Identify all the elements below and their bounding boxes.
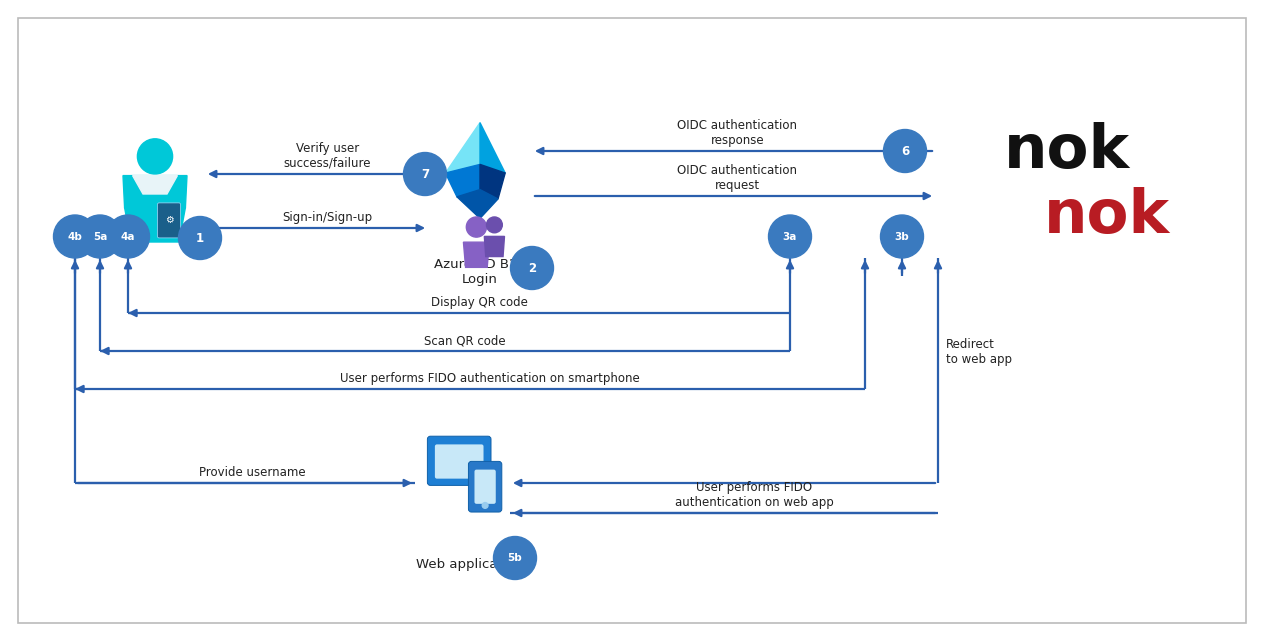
FancyBboxPatch shape [469,462,502,512]
Text: 4b: 4b [67,231,82,242]
Circle shape [78,215,121,258]
Text: User performs FIDO
authentication on web app: User performs FIDO authentication on web… [675,481,833,509]
Circle shape [769,215,811,258]
Polygon shape [445,164,480,197]
Text: Azure AD B2C
Login: Azure AD B2C Login [434,258,526,286]
Text: 6: 6 [901,144,909,158]
Polygon shape [445,122,480,173]
FancyBboxPatch shape [158,203,181,238]
Text: 3a: 3a [782,231,798,242]
Polygon shape [464,242,489,267]
Circle shape [178,217,221,260]
Text: 5b: 5b [508,553,522,563]
Polygon shape [480,122,506,173]
Polygon shape [123,176,187,208]
Polygon shape [484,237,504,256]
Circle shape [487,217,502,233]
Text: Web application: Web application [416,558,523,571]
Circle shape [138,139,173,174]
Circle shape [884,129,927,172]
FancyBboxPatch shape [427,436,490,485]
Text: Provide username: Provide username [200,466,306,479]
FancyBboxPatch shape [474,470,495,504]
Text: OIDC authentication
request: OIDC authentication request [678,164,798,192]
FancyBboxPatch shape [435,444,484,479]
Polygon shape [133,176,177,194]
Text: Display QR code: Display QR code [431,296,527,309]
Text: nok: nok [1004,122,1130,181]
Text: Verify user
success/failure: Verify user success/failure [283,142,372,170]
Text: OIDC authentication
response: OIDC authentication response [678,119,798,147]
Circle shape [483,503,488,508]
Text: Sign-in/Sign-up: Sign-in/Sign-up [282,211,373,224]
Text: 2: 2 [528,262,536,274]
Circle shape [403,153,446,196]
Circle shape [881,215,924,258]
Circle shape [53,215,96,258]
Text: ⚙: ⚙ [164,215,173,226]
Text: Redirect
to web app: Redirect to web app [945,338,1012,365]
Polygon shape [480,164,506,199]
Text: 7: 7 [421,167,428,181]
Text: User performs FIDO authentication on smartphone: User performs FIDO authentication on sma… [340,372,640,385]
Text: Scan QR code: Scan QR code [425,334,506,347]
Circle shape [511,247,554,290]
Text: 4a: 4a [121,231,135,242]
Circle shape [106,215,149,258]
Text: 5a: 5a [92,231,107,242]
Polygon shape [458,190,498,219]
Text: nok: nok [1044,187,1170,246]
Circle shape [493,537,536,579]
Text: 3b: 3b [895,231,909,242]
Circle shape [466,217,487,237]
Polygon shape [125,208,186,242]
Text: 1: 1 [196,231,204,244]
